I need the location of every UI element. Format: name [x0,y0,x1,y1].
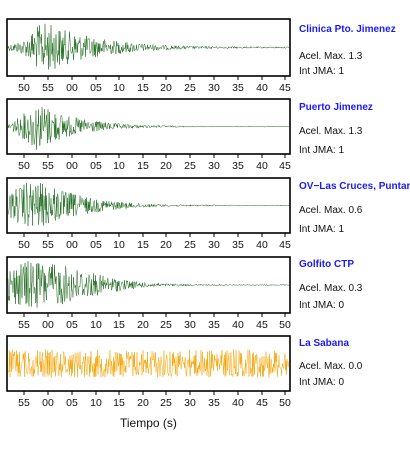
x-tick-label: 40 [232,319,244,331]
x-tick-label: 20 [160,160,172,172]
x-tick-label: 30 [208,160,220,172]
x-tick-label: 00 [42,319,54,331]
x-tick-label: 00 [66,160,78,172]
x-tick-label: 35 [232,160,244,172]
accel-max-text: Acel. Max. 0.0 [299,361,363,372]
x-tick-label: 35 [208,319,220,331]
panel-frame [6,98,291,155]
x-tick-label: 50 [279,397,291,409]
x-tick-label: 50 [18,82,30,94]
x-tick-label: 05 [90,239,102,251]
x-tick-label: 30 [184,397,196,409]
panel-frame [6,18,291,77]
x-tick-label: 25 [160,397,172,409]
accel-max-text: Acel. Max. 0.3 [299,283,363,294]
x-tick-label: 40 [256,82,268,94]
x-tick-label: 45 [256,319,268,331]
x-tick-label: 10 [90,397,102,409]
x-tick-label: 00 [66,82,78,94]
panel-frame [6,177,291,234]
accel-max-text: Acel. Max. 1.3 [299,51,363,62]
x-tick-label: 30 [208,82,220,94]
x-tick-label: 05 [90,82,102,94]
station-name: La Sabana [299,338,350,349]
x-tick-label: 30 [184,319,196,331]
x-tick-label: 50 [18,239,30,251]
x-tick-label: 20 [137,319,149,331]
panel-frame [6,335,291,392]
x-tick-label: 25 [184,239,196,251]
panel-frame [6,256,291,314]
x-tick-label: 15 [137,239,149,251]
x-tick-label: 30 [208,239,220,251]
x-tick-label: 15 [137,82,149,94]
x-tick-label: 45 [279,82,291,94]
x-tick-label: 00 [66,239,78,251]
x-tick-label: 10 [113,160,125,172]
x-tick-label: 20 [160,82,172,94]
seismogram-trace [7,182,290,227]
station-name: Puerto Jimenez [299,102,373,113]
seismogram-trace [7,349,290,378]
x-tick-label: 50 [279,319,291,331]
station-name: OV−Las Cruces, Puntar [299,181,410,192]
station-name: Clinica Pto. Jimenez [299,24,396,35]
x-tick-label: 45 [279,239,291,251]
x-tick-label: 10 [90,319,102,331]
x-tick-label: 10 [113,239,125,251]
x-tick-label: 20 [137,397,149,409]
jma-intensity-text: Int JMA: 1 [299,145,345,156]
accel-max-text: Acel. Max. 1.3 [299,126,363,137]
seismogram-trace [7,107,290,150]
x-tick-label: 25 [160,319,172,331]
x-tick-label: 25 [184,160,196,172]
x-tick-label: 35 [232,82,244,94]
x-tick-label: 05 [66,319,78,331]
seismogram-trace [7,261,289,308]
seismogram-trace [7,23,290,70]
x-tick-label: 55 [42,160,54,172]
x-tick-label: 55 [42,239,54,251]
x-tick-label: 45 [256,397,268,409]
x-tick-label: 10 [113,82,125,94]
x-tick-label: 35 [208,397,220,409]
x-tick-label: 45 [279,160,291,172]
jma-intensity-text: Int JMA: 1 [299,224,345,235]
x-tick-label: 00 [42,397,54,409]
x-tick-label: 20 [160,239,172,251]
x-tick-label: 05 [90,160,102,172]
x-tick-label: 25 [184,82,196,94]
jma-intensity-text: Int JMA: 0 [299,377,345,388]
x-tick-label: 40 [232,397,244,409]
x-tick-label: 15 [137,160,149,172]
jma-intensity-text: Int JMA: 1 [299,66,345,77]
x-tick-label: 55 [42,82,54,94]
accel-max-text: Acel. Max. 0.6 [299,205,363,216]
x-tick-label: 50 [18,160,30,172]
x-tick-label: 35 [232,239,244,251]
station-name: Golfito CTP [299,259,354,270]
x-tick-label: 05 [66,397,78,409]
x-tick-label: 40 [256,160,268,172]
x-tick-label: 15 [113,397,125,409]
x-tick-label: 55 [18,397,30,409]
x-tick-label: 15 [113,319,125,331]
x-tick-label: 55 [18,319,30,331]
jma-intensity-text: Int JMA: 0 [299,300,345,311]
x-tick-label: 40 [256,239,268,251]
x-axis-title: Tiempo (s) [120,416,177,430]
